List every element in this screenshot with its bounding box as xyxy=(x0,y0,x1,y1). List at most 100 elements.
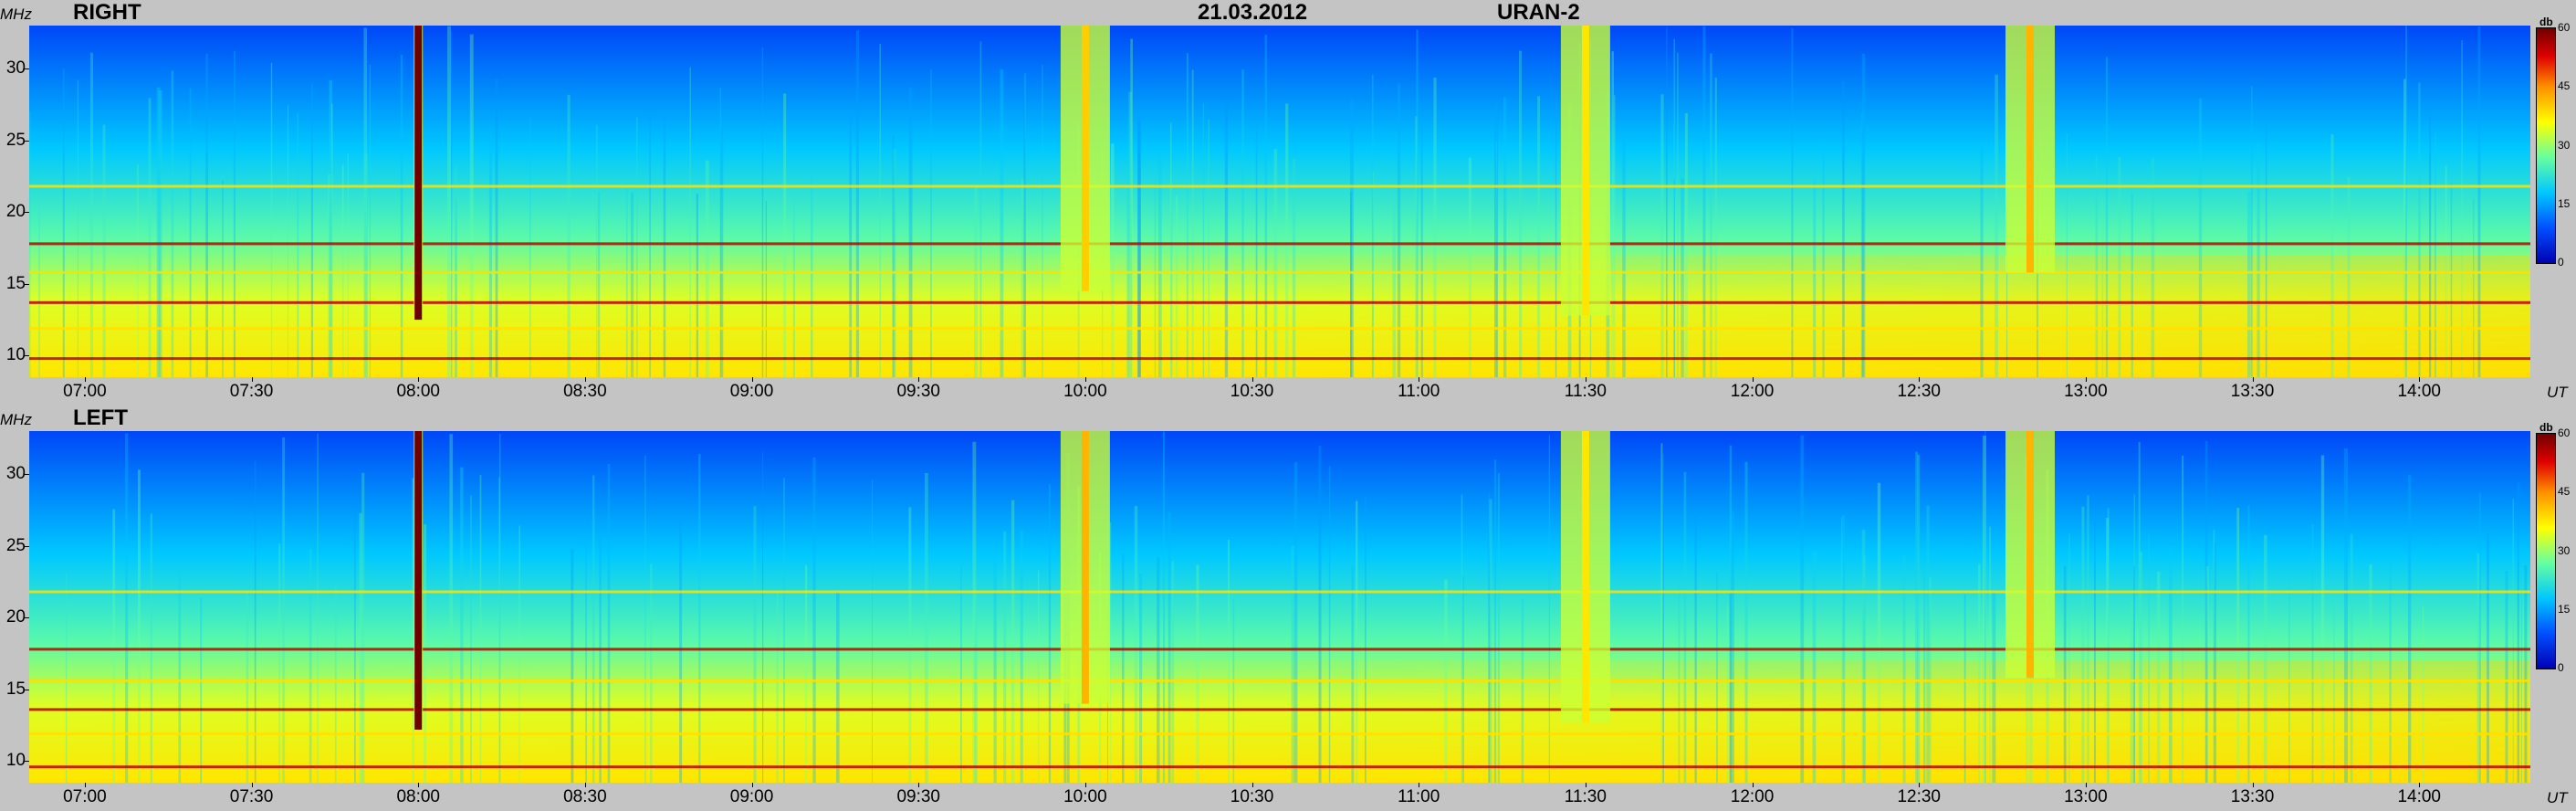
channel-title: LEFT xyxy=(73,406,128,430)
streak xyxy=(698,454,701,783)
streak xyxy=(2151,157,2155,377)
streak xyxy=(278,543,281,783)
streak xyxy=(1202,102,1205,377)
streak xyxy=(1186,53,1189,377)
streak xyxy=(1982,436,1986,783)
streak xyxy=(1495,142,1498,377)
streak xyxy=(776,591,779,783)
colorbar-unit: db xyxy=(2539,421,2553,434)
y-tick-label: 25 xyxy=(5,130,26,150)
streak xyxy=(1241,69,1244,377)
streak xyxy=(1729,593,1732,783)
burst xyxy=(1581,26,1589,316)
colorbar xyxy=(2536,27,2556,264)
streak xyxy=(328,174,331,377)
streak xyxy=(1433,77,1437,377)
spectrogram-plot xyxy=(29,26,2530,377)
streak xyxy=(571,549,574,783)
streak xyxy=(498,477,500,783)
x-tick-label: 12:00 xyxy=(1730,382,1775,401)
x-tick-label: 08:30 xyxy=(563,787,607,806)
streak xyxy=(1673,38,1676,377)
streak xyxy=(596,124,598,377)
streak xyxy=(2068,533,2070,783)
streak xyxy=(1489,499,1492,783)
streak xyxy=(2205,566,2209,783)
x-tick-label: 10:00 xyxy=(1063,787,1107,806)
streak xyxy=(498,434,501,783)
x-tick-label: 07:30 xyxy=(229,382,274,401)
streak xyxy=(1493,459,1497,783)
streak xyxy=(2251,86,2253,377)
streak xyxy=(189,88,192,377)
x-tick-label: 14:00 xyxy=(2397,787,2441,806)
streak xyxy=(1537,96,1541,377)
streak xyxy=(1662,453,1664,783)
interference-line xyxy=(29,648,2530,651)
streak xyxy=(1863,555,1866,783)
streak xyxy=(599,538,602,783)
spectrogram-left-panel: 30 25 20 15 10 07:00 07:30 08:00 08:30 09:00 09:30… xyxy=(0,406,2568,806)
streak xyxy=(77,79,79,377)
streak xyxy=(1134,505,1138,783)
streak xyxy=(112,509,116,783)
x-tick-label: 09:00 xyxy=(729,787,774,806)
streak xyxy=(2320,455,2325,783)
spectrogram-plot xyxy=(29,431,2530,783)
x-tick xyxy=(2419,377,2421,382)
colorbar-tick-label: 60 xyxy=(2558,427,2571,439)
streak xyxy=(696,194,698,377)
streak xyxy=(1157,557,1160,783)
streak xyxy=(1392,199,1396,377)
streak xyxy=(1176,195,1178,377)
x-tick xyxy=(1251,377,1253,382)
streak xyxy=(908,87,913,377)
streak xyxy=(1683,471,1687,783)
streak xyxy=(1291,545,1295,783)
streak xyxy=(137,163,139,377)
streak xyxy=(805,564,808,783)
x-tick-label: 12:30 xyxy=(1897,787,1941,806)
streak xyxy=(2118,156,2121,377)
colorbar-tick-label: 60 xyxy=(2558,21,2571,34)
streak xyxy=(2087,495,2089,783)
streak xyxy=(317,433,319,783)
interference-line xyxy=(29,270,2530,274)
streak xyxy=(1666,26,1668,377)
streak xyxy=(1842,81,1845,377)
streak xyxy=(1963,594,1966,783)
streak xyxy=(1917,454,1921,783)
burst xyxy=(1081,26,1089,291)
streak xyxy=(1494,102,1498,377)
streak xyxy=(1170,178,1173,377)
streak xyxy=(1995,74,1998,377)
streak xyxy=(1171,561,1175,783)
streak xyxy=(1139,573,1143,783)
streak xyxy=(1812,550,1817,783)
x-tick xyxy=(84,783,86,787)
streak xyxy=(1021,179,1024,377)
streak xyxy=(1365,495,1367,783)
streak xyxy=(2418,82,2421,377)
streak xyxy=(2140,552,2142,783)
streak xyxy=(974,187,978,377)
streak xyxy=(689,67,691,377)
streak xyxy=(753,506,757,783)
streak xyxy=(1861,530,1866,783)
streak xyxy=(2487,532,2489,783)
spectrogram-right-panel: 30 25 20 15 10 07:00 07:30 08:00 08:30 09:00 09:30… xyxy=(0,0,2568,401)
streak xyxy=(630,192,634,377)
streak xyxy=(65,574,68,783)
streak xyxy=(650,563,653,783)
streak xyxy=(1037,570,1040,783)
streak xyxy=(2247,192,2251,377)
streak xyxy=(2288,566,2290,783)
streak xyxy=(2157,571,2161,783)
streak xyxy=(469,34,474,377)
streak xyxy=(2517,481,2519,783)
streak xyxy=(2204,441,2208,783)
streak xyxy=(2265,125,2267,377)
streak xyxy=(592,475,595,783)
streak xyxy=(607,464,611,783)
streak xyxy=(765,201,767,377)
